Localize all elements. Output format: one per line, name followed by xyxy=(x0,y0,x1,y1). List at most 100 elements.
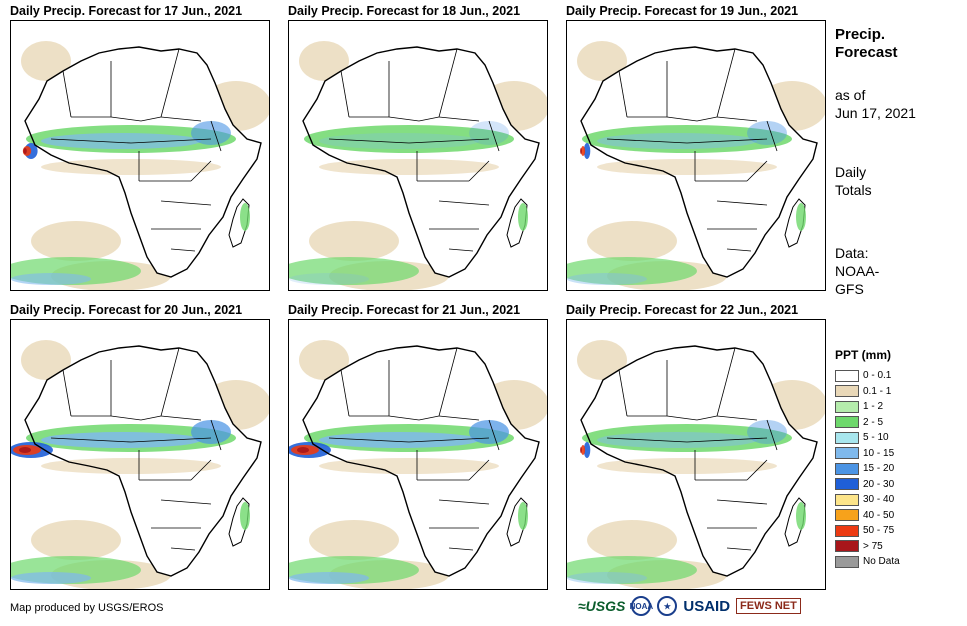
dry-area-ocean xyxy=(577,41,627,81)
country-border xyxy=(448,547,474,551)
country-border xyxy=(468,160,490,182)
legend-label: > 75 xyxy=(863,540,883,552)
dry-area-sahel xyxy=(319,458,499,474)
rain-belt-heavy xyxy=(41,432,201,448)
country-border xyxy=(696,415,718,421)
footer-credit: Map produced by USGS/EROS xyxy=(10,602,164,614)
legend-item: 0 - 0.1 xyxy=(835,368,900,384)
legend-swatch xyxy=(835,462,859,475)
country-border xyxy=(408,437,490,443)
country-border xyxy=(666,116,698,122)
forecast-panel-5: Daily Precip. Forecast for 21 Jun., 2021 xyxy=(288,303,548,590)
panel-title: Daily Precip. Forecast for 21 Jun., 2021 xyxy=(288,303,521,317)
rain-cell-coastal xyxy=(583,442,591,458)
legend-swatch xyxy=(835,555,859,568)
country-border xyxy=(50,437,132,443)
noaa-logo: NOAA xyxy=(630,596,653,616)
rain-belt-heavy xyxy=(319,432,479,448)
legend-item: 15 - 20 xyxy=(835,461,900,477)
rain-cell-east xyxy=(191,420,231,444)
rain-band-south-heavy xyxy=(11,273,91,285)
legend: PPT (mm) 0 - 0.1 0.1 - 1 1 - 2 2 - 5 5 - 10 1… xyxy=(835,348,900,570)
legend-swatch xyxy=(835,400,859,413)
usgs-logo: ≈USGS xyxy=(578,598,626,614)
side-data-line2: NOAA- xyxy=(835,263,880,279)
legend-item: 5 - 10 xyxy=(835,430,900,446)
side-asof-date: Jun 17, 2021 xyxy=(835,105,916,121)
legend-item: 30 - 40 xyxy=(835,492,900,508)
country-border xyxy=(686,437,768,443)
legend-label: 20 - 30 xyxy=(863,478,895,490)
dry-area-ocean xyxy=(21,41,71,81)
legend-swatch xyxy=(835,385,859,398)
rain-cell-east xyxy=(191,121,231,145)
country-border xyxy=(746,459,768,481)
legend-swatch xyxy=(835,369,859,382)
side-asof: as of Jun 17, 2021 xyxy=(835,86,916,122)
country-border xyxy=(160,200,212,206)
precip-map xyxy=(288,20,548,291)
country-border xyxy=(140,116,162,122)
forecast-panel-1: Daily Precip. Forecast for 17 Jun., 2021 xyxy=(10,4,270,291)
africa-map-svg xyxy=(567,340,825,589)
rain-cell-east xyxy=(469,420,509,444)
legend-swatch xyxy=(835,447,859,460)
country-border xyxy=(716,200,768,206)
country-border xyxy=(160,499,212,505)
forecast-panel-4: Daily Precip. Forecast for 20 Jun., 2021 xyxy=(10,303,270,590)
country-border xyxy=(110,116,142,122)
panel-title: Daily Precip. Forecast for 20 Jun., 2021 xyxy=(10,303,243,317)
rain-cell-peak xyxy=(23,148,27,154)
rain-cell-east xyxy=(747,420,787,444)
country-border xyxy=(50,138,132,144)
country-border xyxy=(340,70,350,118)
rain-band-south-heavy xyxy=(567,273,647,285)
country-border xyxy=(130,437,212,443)
legend-rows: 0 - 0.1 0.1 - 1 1 - 2 2 - 5 5 - 10 10 - 15 15 … xyxy=(835,368,900,570)
rain-belt-moderate xyxy=(582,424,792,452)
legend-swatch xyxy=(835,524,859,537)
rain-belt-heavy xyxy=(41,133,201,149)
country-border xyxy=(328,138,410,144)
rain-cell-extreme xyxy=(580,146,586,156)
legend-label: 5 - 10 xyxy=(863,432,889,444)
country-border xyxy=(110,415,142,421)
country-border xyxy=(686,138,768,144)
country-border xyxy=(140,415,162,421)
precip-map xyxy=(10,319,270,590)
legend-item: 40 - 50 xyxy=(835,508,900,524)
legend-label: 40 - 50 xyxy=(863,509,895,521)
country-border xyxy=(716,499,768,505)
country-border xyxy=(388,116,420,122)
dry-area-ocean xyxy=(309,221,399,261)
dry-area-ocean xyxy=(299,340,349,380)
country-border xyxy=(606,138,688,144)
country-border xyxy=(618,369,628,417)
country-border xyxy=(726,547,752,551)
country-border xyxy=(716,116,758,122)
legend-swatch xyxy=(835,509,859,522)
dry-area-ocean xyxy=(587,221,677,261)
country-border xyxy=(488,120,500,152)
country-border xyxy=(726,248,752,252)
rain-band-south-heavy xyxy=(289,572,369,584)
country-border xyxy=(766,120,778,152)
rain-belt-heavy xyxy=(597,133,757,149)
rain-belt-moderate xyxy=(304,125,514,153)
country-border xyxy=(190,459,212,481)
africa-coastline xyxy=(580,46,818,278)
africa-coastline xyxy=(24,345,262,577)
legend-swatch xyxy=(835,540,859,553)
rain-belt-heavy xyxy=(319,133,479,149)
africa-map-svg xyxy=(11,41,269,290)
country-border xyxy=(418,415,440,421)
logo-strip: ≈USGS NOAA ★ USAID FEWS NET xyxy=(578,596,801,616)
africa-coastline xyxy=(302,345,540,577)
rain-cell-peak xyxy=(297,447,309,453)
usaid-logo: USAID xyxy=(683,597,731,615)
rain-band-south xyxy=(289,257,419,285)
country-border xyxy=(716,347,736,417)
rain-cell-peak xyxy=(580,447,582,453)
dry-area-ocean xyxy=(31,520,121,560)
country-border xyxy=(716,415,758,421)
